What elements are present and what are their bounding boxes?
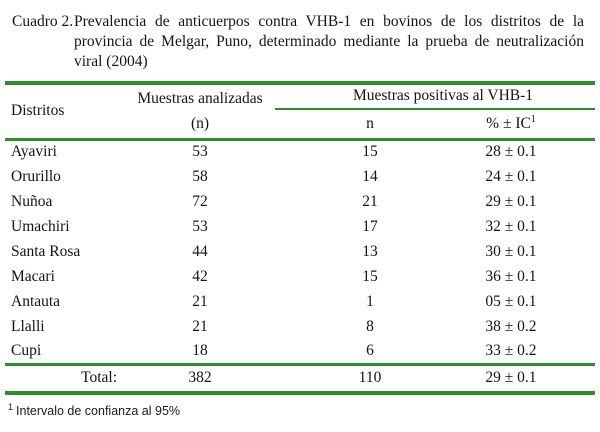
total-row: Total: 382 110 29 ± 0.1 <box>5 364 595 391</box>
table-row: Santa Rosa 44 13 30 ± 0.1 <box>5 239 595 264</box>
cell-positive-n: 15 <box>362 143 378 161</box>
table-footnote: 1 Intervalo de confianza al 95% <box>8 402 600 418</box>
table-header: Distritos Muestras analizadas (n) Muestra… <box>5 85 595 139</box>
header-distritos: Distritos <box>11 102 65 120</box>
header-muestras-positivas-group: Muestras positivas al VHB-1 <box>275 85 595 110</box>
total-analyzed: 382 <box>188 369 212 387</box>
cell-positive-n: 6 <box>366 341 374 359</box>
cell-positive-pct: 36 ± 0.1 <box>485 267 537 285</box>
total-positive-n: 110 <box>358 369 382 387</box>
cell-district: Antauta <box>11 292 61 310</box>
cell-district: Macari <box>11 267 55 285</box>
cell-positive-n: 15 <box>362 267 378 285</box>
cell-district: Cupi <box>11 341 42 359</box>
cell-positive-n: 8 <box>366 317 374 335</box>
cell-district: Nuñoa <box>11 192 53 210</box>
cell-positive-pct: 30 ± 0.1 <box>485 242 537 260</box>
header-pct: % ± IC1 <box>445 109 595 139</box>
header-muestras-analizadas-line1: Muestras analizadas <box>137 90 263 108</box>
cell-district: Llalli <box>11 317 45 335</box>
table-row: Nuñoa 72 21 29 ± 0.1 <box>5 189 595 214</box>
caption-label: Cuadro 2. <box>12 13 74 30</box>
cell-positive-n: 17 <box>362 217 378 235</box>
cell-analyzed: 42 <box>192 267 208 285</box>
cell-analyzed: 44 <box>192 242 208 260</box>
table-row: Macari 42 15 36 ± 0.1 <box>5 264 595 289</box>
header-n: n <box>366 114 374 132</box>
cell-positive-pct: 32 ± 0.1 <box>485 217 537 235</box>
table-caption: Cuadro 2. Prevalencia de anticuerpos con… <box>0 0 600 72</box>
cell-analyzed: 21 <box>192 292 208 310</box>
caption-text: Prevalencia de anticuerpos contra VHB-1 … <box>74 13 584 70</box>
footnote-superscript: 1 <box>8 402 14 412</box>
total-positive-pct: 29 ± 0.1 <box>485 369 537 387</box>
cell-positive-n: 14 <box>362 167 378 185</box>
cell-positive-pct: 29 ± 0.1 <box>485 192 537 210</box>
total-label: Total: <box>81 369 117 387</box>
table-footer: Total: 382 110 29 ± 0.1 <box>5 364 595 391</box>
table-body: Ayaviri 53 15 28 ± 0.1 Orurillo 58 14 24… <box>5 139 595 364</box>
prevalence-table: Distritos Muestras analizadas (n) Muestra… <box>5 85 595 391</box>
table-row: Orurillo 58 14 24 ± 0.1 <box>5 164 595 189</box>
cell-positive-pct: 24 ± 0.1 <box>485 167 537 185</box>
header-row-sub: n % ± IC1 <box>5 109 595 139</box>
cell-analyzed: 21 <box>192 317 208 335</box>
header-pct-label: % ± IC <box>486 115 531 133</box>
cell-district: Santa Rosa <box>11 242 81 260</box>
footnote-text: Intervalo de confianza al 95% <box>16 404 181 419</box>
cell-district: Orurillo <box>11 167 61 185</box>
cell-district: Ayaviri <box>11 143 57 161</box>
header-muestras-analizadas-line2: (n) <box>190 115 210 133</box>
cell-positive-n: 13 <box>362 242 378 260</box>
header-muestras-analizadas: Muestras analizadas (n) <box>125 85 275 139</box>
cell-positive-pct: 38 ± 0.2 <box>485 317 537 335</box>
cell-analyzed: 53 <box>192 217 208 235</box>
cell-positive-n: 21 <box>362 192 378 210</box>
table-row: Antauta 21 1 05 ± 0.1 <box>5 289 595 314</box>
prevalence-table-wrap: Distritos Muestras analizadas (n) Muestra… <box>5 81 595 395</box>
cell-positive-pct: 33 ± 0.2 <box>485 341 537 359</box>
cell-analyzed: 58 <box>192 167 208 185</box>
cell-positive-pct: 28 ± 0.1 <box>485 143 537 161</box>
cell-positive-pct: 05 ± 0.1 <box>485 292 537 310</box>
table-row: Ayaviri 53 15 28 ± 0.1 <box>5 139 595 164</box>
header-row-group: Distritos Muestras analizadas (n) Muestra… <box>5 85 595 132</box>
header-pct-superscript: 1 <box>530 114 536 126</box>
table-row: Umachiri 53 17 32 ± 0.1 <box>5 214 595 239</box>
cell-analyzed: 72 <box>192 192 208 210</box>
table-row: Llalli 21 8 38 ± 0.2 <box>5 314 595 339</box>
cell-district: Umachiri <box>11 217 70 235</box>
cell-analyzed: 53 <box>192 143 208 161</box>
cell-analyzed: 18 <box>192 341 208 359</box>
cell-positive-n: 1 <box>366 292 374 310</box>
table-row: Cupi 18 6 33 ± 0.2 <box>5 339 595 364</box>
